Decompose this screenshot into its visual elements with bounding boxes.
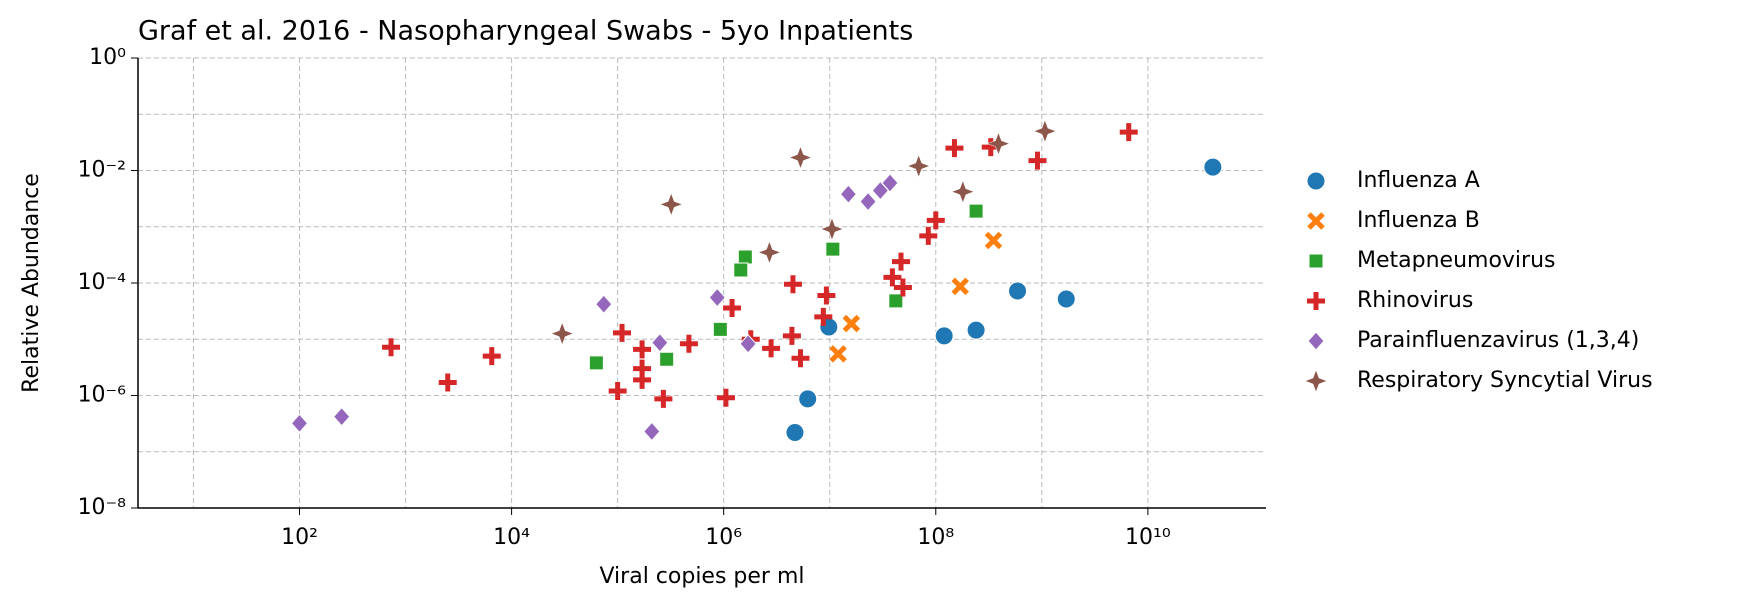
y-tick-label: 10⁻⁸: [78, 495, 127, 520]
legend-marker: [1307, 212, 1325, 230]
legend-label: Metapneumovirus: [1357, 248, 1555, 273]
data-point: [839, 184, 858, 204]
data-point: [951, 277, 969, 296]
data-point: [782, 326, 801, 345]
data-point: [814, 307, 833, 326]
data-point: [643, 421, 661, 442]
x-tick-label: 10⁴: [493, 525, 530, 550]
data-point: [733, 262, 749, 278]
legend-label: Influenza A: [1357, 168, 1480, 193]
legend-marker: [1308, 253, 1324, 269]
data-point: [588, 355, 604, 371]
data-point: [550, 321, 574, 346]
data-point: [859, 191, 877, 212]
data-point: [333, 406, 351, 427]
legend-marker: [1307, 331, 1325, 351]
data-point: [785, 422, 805, 442]
legend-label: Rhinovirus: [1357, 288, 1473, 313]
data-point: [712, 321, 728, 337]
data-point: [633, 340, 652, 359]
data-point: [984, 231, 1003, 250]
data-point: [659, 351, 675, 367]
data-point: [659, 192, 683, 217]
data-point: [723, 298, 742, 317]
data-point: [762, 339, 781, 358]
data-point: [737, 249, 753, 265]
data-point: [679, 334, 698, 353]
data-point: [893, 278, 912, 297]
data-point: [966, 320, 986, 340]
data-point: [1056, 289, 1076, 309]
data-point: [788, 145, 813, 170]
data-point: [892, 252, 911, 271]
x-tick-label: 10¹⁰: [1125, 525, 1171, 550]
data-point: [1203, 157, 1223, 177]
data-point: [1119, 123, 1138, 142]
data-point: [608, 382, 627, 401]
legend-label: Influenza B: [1357, 208, 1480, 233]
data-point: [798, 389, 818, 409]
data-point: [951, 179, 975, 204]
data-point: [1028, 151, 1047, 170]
x-tick-label: 10⁸: [917, 525, 954, 550]
data-point: [739, 334, 757, 354]
data-point: [842, 314, 861, 333]
data-point: [791, 349, 810, 368]
data-point: [986, 131, 1011, 156]
data-point: [651, 332, 669, 353]
data-point: [888, 293, 904, 309]
data-point: [290, 413, 309, 434]
data-point: [438, 373, 457, 392]
legend-label: Parainfluenzavirus (1,3,4): [1357, 328, 1639, 353]
data-point: [382, 338, 401, 357]
data-point: [613, 323, 632, 342]
data-point: [708, 287, 726, 308]
data-point: [919, 226, 938, 245]
x-tick-label: 10²: [281, 525, 318, 550]
data-point: [934, 326, 954, 346]
data-point: [633, 370, 652, 389]
data-point: [757, 240, 782, 265]
y-tick-label: 10⁻⁴: [78, 270, 127, 295]
data-point: [945, 139, 964, 158]
y-tick-label: 10⁰: [89, 45, 126, 70]
data-point: [654, 389, 673, 408]
data-point: [881, 173, 899, 193]
y-tick-label: 10⁻⁶: [78, 383, 127, 408]
data-point: [817, 286, 836, 305]
data-point: [716, 388, 735, 407]
x-tick-label: 10⁶: [705, 525, 742, 550]
data-point: [482, 347, 501, 366]
data-point: [883, 268, 902, 287]
data-point: [1008, 281, 1028, 301]
data-point: [968, 203, 984, 219]
data-point: [820, 217, 844, 241]
data-point: [926, 211, 945, 230]
legend-marker: [1307, 292, 1325, 310]
data-point: [1033, 119, 1057, 143]
data-point: [829, 345, 847, 363]
x-axis-label: Viral copies per ml: [599, 564, 804, 589]
data-point: [906, 154, 931, 178]
data-point: [595, 294, 613, 314]
data-point: [825, 241, 841, 257]
legend-label: Respiratory Syncytial Virus: [1357, 368, 1653, 393]
legend-marker: [1306, 171, 1326, 191]
y-axis-label: Relative Abundance: [19, 173, 44, 393]
chart-title: Graf et al. 2016 - Nasopharyngeal Swabs …: [138, 16, 913, 47]
legend-marker: [1304, 369, 1328, 393]
data-point: [783, 275, 802, 294]
y-tick-label: 10⁻²: [78, 158, 126, 183]
